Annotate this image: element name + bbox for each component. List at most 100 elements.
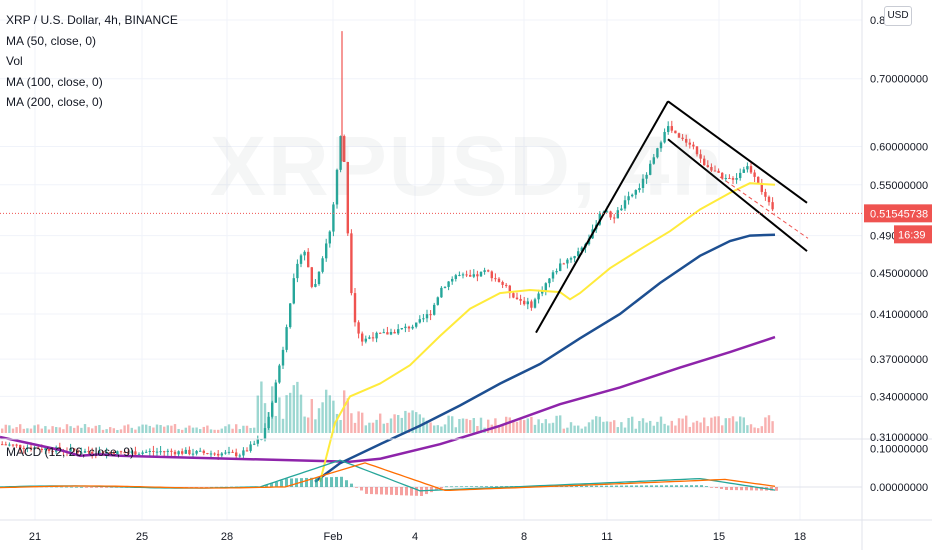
legend-ma100[interactable]: MA (100, close, 0) (6, 74, 103, 89)
macd-histogram-bar (295, 478, 298, 487)
volume-bar (141, 424, 144, 433)
volume-bar (465, 418, 468, 433)
candle-body (497, 278, 501, 282)
macd-histogram-bar (85, 487, 88, 488)
candle-body (364, 338, 367, 342)
volume-bar (397, 415, 400, 433)
candle-body (98, 451, 101, 455)
macd-histogram-bar (745, 487, 748, 491)
legend-ma50[interactable]: MA (50, close, 0) (6, 33, 97, 48)
candle-body (137, 453, 141, 455)
volume-bar (69, 426, 72, 433)
candle-body (256, 439, 259, 444)
macd-histogram-bar (275, 481, 278, 487)
candle-body (271, 402, 274, 417)
macd-histogram-bar (315, 477, 318, 487)
candle-body (80, 452, 83, 454)
macd-pane (0, 459, 862, 497)
price-candles (1, 31, 774, 461)
candle-body (436, 297, 439, 305)
candle-body (159, 451, 162, 453)
candle-body (577, 251, 580, 257)
candle-body (379, 332, 382, 334)
volume-bar (353, 422, 357, 433)
time-tick-label: Feb (324, 531, 343, 543)
volume-bar (91, 428, 94, 433)
candle-body (605, 211, 609, 213)
candle-body (310, 267, 313, 287)
candle-body (530, 301, 533, 308)
volume-bar (98, 425, 101, 433)
macd-histogram-bar (435, 487, 438, 491)
legend-symbol[interactable]: XRP / U.S. Dollar, 4h, BINANCE (6, 13, 178, 27)
candle-body (706, 165, 709, 167)
last-price-label: 0.51545738 (870, 208, 928, 220)
volume-bar (595, 416, 598, 433)
candle-body (235, 452, 238, 457)
candle-body (699, 154, 702, 159)
channel-pattern-lines (535, 100, 809, 334)
macd-histogram-bar (105, 487, 108, 488)
volume-bar (112, 428, 115, 433)
candle-body (166, 450, 169, 452)
candle-body (177, 451, 180, 455)
legend-vol[interactable]: Vol (6, 54, 23, 68)
candle-body (638, 188, 641, 191)
macd-histogram-bar (310, 477, 313, 487)
candle-body (321, 258, 324, 272)
candle-body (749, 166, 753, 173)
volume-bar (173, 424, 177, 433)
candle-body (87, 451, 90, 453)
macd-histogram-bar (265, 485, 268, 487)
volume-bar (753, 427, 756, 433)
macd-histogram-bar (100, 487, 103, 488)
volume-bar (62, 429, 65, 433)
volume-bar (58, 427, 61, 433)
macd-histogram-bar (445, 486, 448, 488)
macd-legend[interactable]: MACD (12, 26, close, 9) (6, 445, 135, 459)
macd-histogram-bar (455, 486, 458, 488)
candle-body (33, 447, 36, 450)
candle-body (145, 451, 148, 453)
macd-histogram-bar (685, 485, 688, 487)
candle-body (357, 322, 360, 334)
volume-bar (332, 400, 335, 433)
grid-lines (0, 0, 862, 520)
legend-ma200[interactable]: MA (200, close, 0) (6, 95, 103, 109)
macd-histogram-bar (590, 485, 593, 487)
candle-body (141, 452, 144, 454)
candle-body (569, 258, 573, 260)
volume-bar (569, 422, 573, 433)
volume-bar (710, 417, 713, 433)
macd-histogram-bar (705, 486, 708, 487)
volume-bar (677, 418, 681, 433)
candle-body (692, 144, 695, 147)
candle-body (623, 200, 627, 209)
volume-bar (602, 421, 605, 433)
macd-histogram-bar (110, 487, 113, 488)
candle-body (681, 137, 684, 139)
candle-body (278, 365, 281, 383)
volume-bar (577, 425, 580, 433)
volume-bar (519, 419, 522, 433)
volume-bar (627, 417, 630, 433)
volume-bar (476, 426, 479, 433)
volume-bar (159, 425, 162, 433)
candle-body (267, 416, 270, 429)
macd-histogram-bar (325, 477, 328, 487)
candle-body (325, 243, 328, 259)
candle-body (155, 451, 159, 453)
macd-histogram-bar (680, 485, 683, 487)
volume-bar (299, 394, 303, 433)
symbol-watermark: XRPUSD, 4h (210, 119, 725, 213)
candle-body (742, 169, 745, 173)
macd-histogram-bar (670, 485, 673, 487)
candle-body (397, 329, 400, 334)
candle-body (688, 142, 691, 145)
candle-body (483, 270, 486, 272)
volume-bar (227, 424, 231, 433)
candle-body (634, 190, 637, 195)
currency-button[interactable]: USD (884, 6, 912, 26)
candle-body (375, 332, 378, 339)
